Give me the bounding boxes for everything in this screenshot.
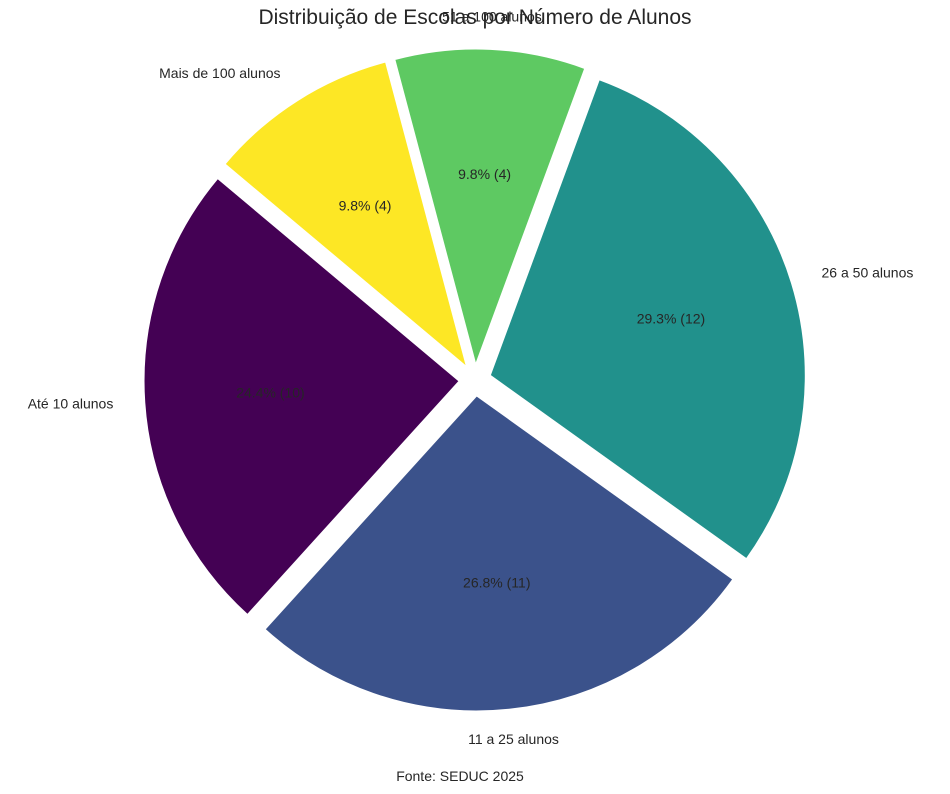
pie-slice-11-a-25-alunos: [264, 395, 734, 712]
pct-label-ate-10-alunos: 24.4% (10): [236, 385, 304, 401]
chart-title: Distribuição de Escolas por Número de Al…: [258, 6, 692, 29]
pie-slice-mais-de-100-alunos: [224, 61, 468, 368]
pct-label-26-a-50-alunos: 29.3% (12): [637, 311, 705, 327]
category-label-26-a-50-alunos: 26 a 50 alunos: [822, 264, 914, 280]
category-label-mais-de-100-alunos: Mais de 100 alunos: [159, 65, 280, 81]
category-label-51-a-100-alunos: 51 a 100 alunos: [442, 9, 542, 25]
category-label-11-a-25-alunos: 11 a 25 alunos: [468, 731, 559, 747]
source-note: Fonte: SEDUC 2025: [396, 768, 524, 784]
pie-slice-51-a-100-alunos: [394, 48, 586, 366]
category-label-ate-10-alunos: Até 10 alunos: [28, 395, 114, 411]
pct-label-51-a-100-alunos: 9.8% (4): [458, 166, 511, 182]
pie-slice-26-a-50-alunos: [489, 79, 806, 560]
pct-label-11-a-25-alunos: 26.8% (11): [463, 575, 530, 591]
pie-slice-ate-10-alunos: [143, 177, 460, 616]
pct-label-mais-de-100-alunos: 9.8% (4): [339, 198, 392, 214]
